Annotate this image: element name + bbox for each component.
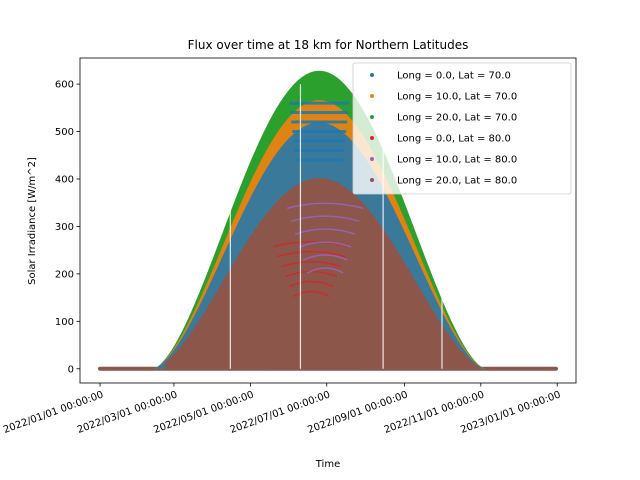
legend-marker (370, 115, 374, 119)
legend-marker (370, 136, 374, 140)
series-band-Long = 20.0, Lat = 80.0 (165, 178, 480, 369)
series-arc-Long = 10.0, Lat = 80.0 (298, 241, 352, 248)
series-arc-Long = 10.0, Lat = 80.0 (306, 267, 344, 274)
legend-label: Long = 10.0, Lat = 80.0 (397, 155, 517, 166)
legend-label: Long = 10.0, Lat = 70.0 (397, 92, 517, 103)
x-axis-title: Time (315, 459, 340, 470)
series-arc-Long = 0.0, Lat = 80.0 (288, 280, 334, 288)
y-tick-label: 500 (55, 127, 74, 138)
y-tick-label: 300 (55, 222, 74, 233)
legend-label: Long = 20.0, Lat = 70.0 (397, 113, 517, 124)
series-arc-Long = 0.0, Lat = 80.0 (273, 240, 350, 248)
legend-marker (370, 178, 374, 182)
series-arc-Long = 0.0, Lat = 80.0 (277, 250, 346, 258)
y-tick-label: 100 (55, 317, 74, 328)
axes-frame (79, 57, 577, 384)
plot-area (98, 70, 558, 371)
chart-title: Flux over time at 18 km for Northern Lat… (188, 38, 469, 52)
y-tick-label: 400 (55, 174, 74, 185)
legend: Long = 0.0, Lat = 70.0 Long = 10.0, Lat =… (352, 62, 572, 195)
legend-box (352, 62, 572, 195)
y-tick-label: 600 (55, 80, 74, 91)
legend-marker (370, 73, 374, 77)
data-marks (98, 70, 558, 371)
legend-label: Long = 20.0, Lat = 80.0 (397, 176, 517, 187)
y-axis-title: Solar Irradiance [W/m^2] (27, 157, 38, 285)
legend-marker (370, 157, 374, 161)
series-arc-Long = 10.0, Lat = 80.0 (287, 202, 364, 209)
series-arc-Long = 10.0, Lat = 80.0 (302, 254, 348, 261)
series-arc-Long = 0.0, Lat = 80.0 (292, 290, 330, 298)
legend-label: Long = 0.0, Lat = 70.0 (397, 71, 511, 82)
y-axis: 0 100 200 300 400 500 600 (55, 80, 80, 375)
series-arc-Long = 0.0, Lat = 80.0 (280, 260, 342, 268)
legend-label: Long = 0.0, Lat = 80.0 (397, 134, 511, 145)
series-arc-Long = 10.0, Lat = 80.0 (291, 215, 360, 222)
legend-marker (370, 94, 374, 98)
y-tick-label: 0 (68, 364, 74, 375)
y-tick-label: 200 (55, 269, 74, 280)
